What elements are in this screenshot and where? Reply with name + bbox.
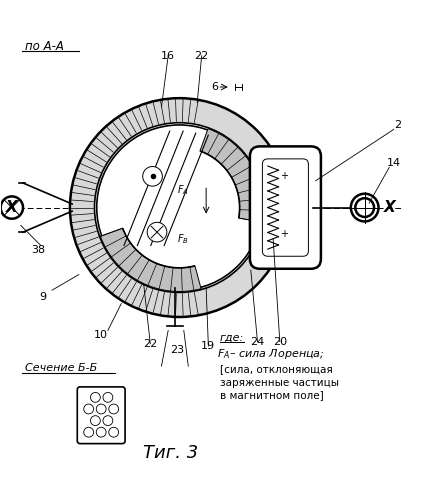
Text: 10: 10 — [94, 330, 108, 340]
Text: 22: 22 — [143, 339, 157, 349]
Wedge shape — [200, 128, 263, 222]
Text: $F_A$– сила Лоренца;: $F_A$– сила Лоренца; — [217, 347, 325, 361]
Text: [сила, отклоняющая: [сила, отклоняющая — [220, 364, 332, 374]
Circle shape — [1, 196, 23, 218]
Text: X: X — [383, 200, 395, 215]
Text: 16: 16 — [161, 50, 175, 60]
Text: +: + — [280, 172, 289, 181]
FancyBboxPatch shape — [78, 387, 125, 444]
Text: Сечение Б-Б: Сечение Б-Б — [25, 364, 98, 374]
Circle shape — [147, 222, 167, 242]
Text: 2: 2 — [395, 120, 402, 130]
Text: $F_A$: $F_A$ — [177, 183, 189, 196]
Text: 38: 38 — [32, 245, 46, 255]
Circle shape — [97, 125, 262, 290]
Text: +: + — [280, 230, 289, 239]
Text: 23: 23 — [170, 346, 184, 356]
Text: 6: 6 — [211, 82, 219, 92]
Text: заряженные частицы: заряженные частицы — [220, 378, 339, 388]
Text: 22: 22 — [194, 50, 209, 60]
Text: $F_B$: $F_B$ — [177, 232, 189, 245]
Text: 24: 24 — [250, 336, 265, 346]
Wedge shape — [70, 98, 289, 317]
Text: 20: 20 — [273, 336, 287, 346]
Text: 14: 14 — [387, 158, 401, 168]
Text: Τиг. 3: Τиг. 3 — [143, 444, 198, 462]
Text: в магнитном поле]: в магнитном поле] — [220, 390, 323, 400]
Text: где:: где: — [220, 333, 244, 343]
Wedge shape — [100, 228, 201, 292]
Circle shape — [143, 166, 162, 186]
Text: X: X — [6, 200, 18, 215]
Text: 9: 9 — [39, 292, 47, 302]
Circle shape — [351, 194, 379, 222]
FancyBboxPatch shape — [250, 146, 321, 269]
Text: 19: 19 — [201, 341, 215, 351]
Text: по А-А: по А-А — [25, 40, 64, 54]
